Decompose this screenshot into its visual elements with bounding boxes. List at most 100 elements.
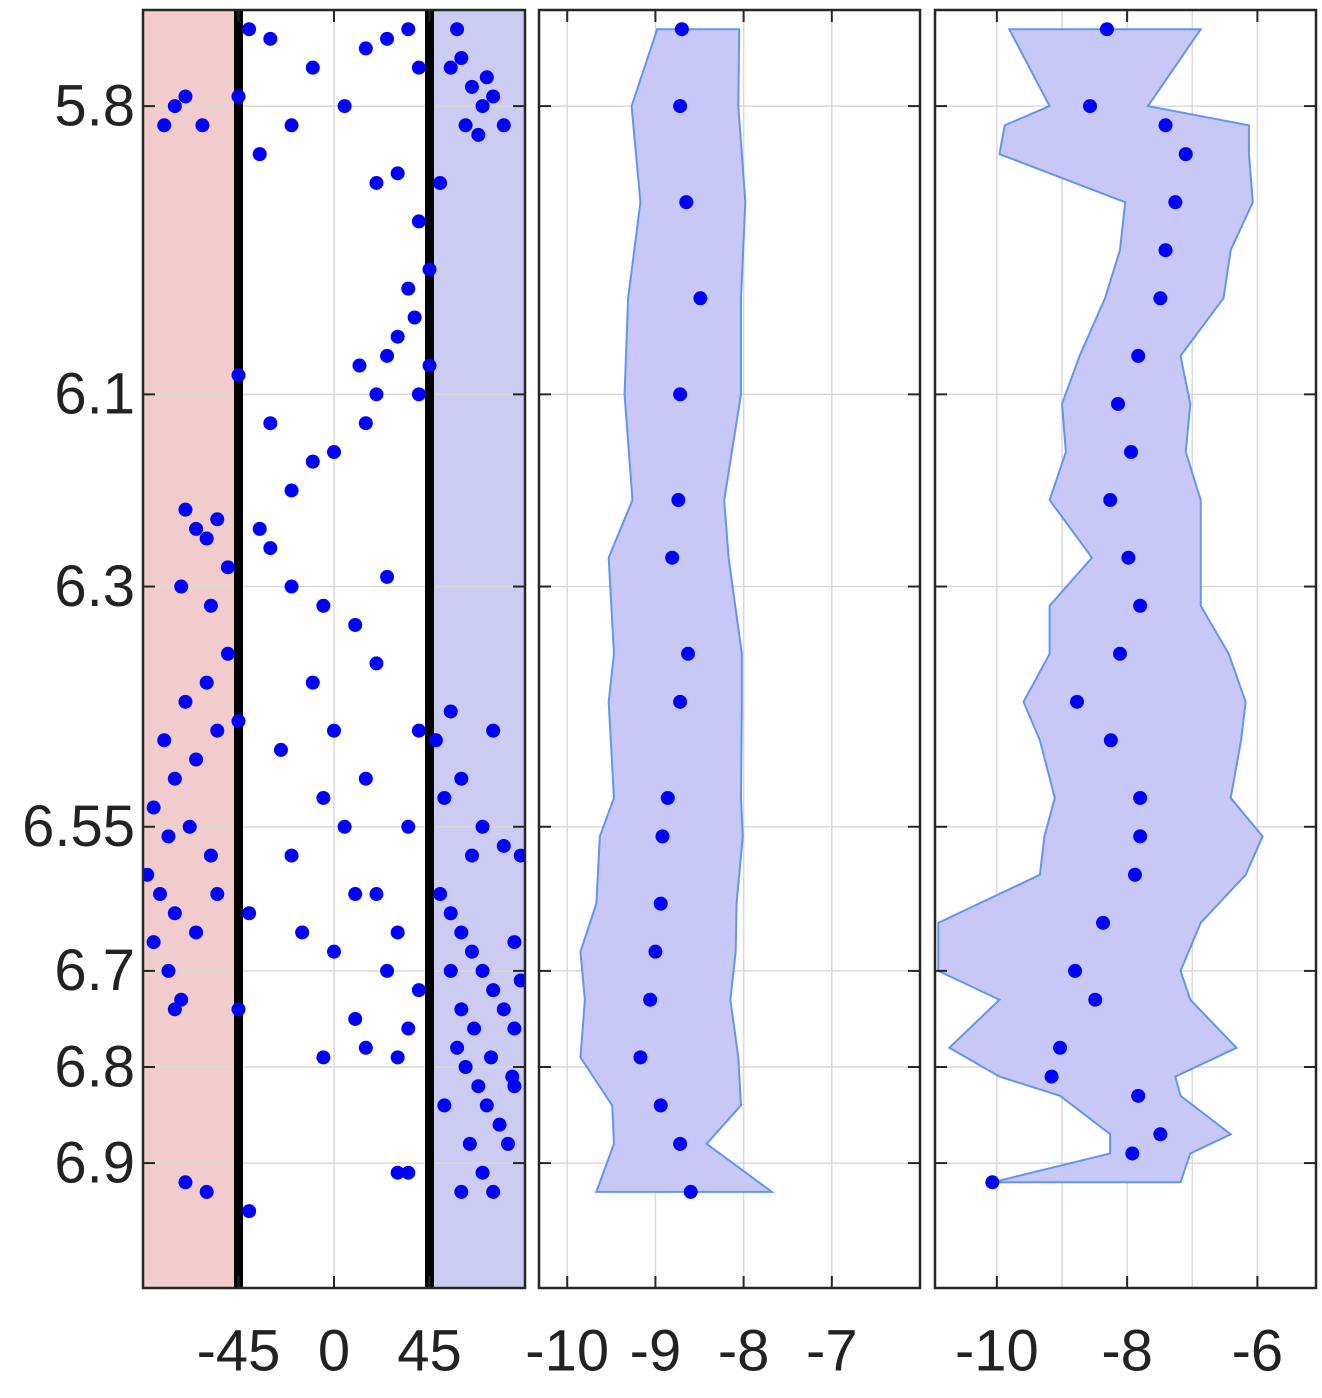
point: [501, 1136, 516, 1151]
y-tick-label: 6.1: [54, 362, 135, 427]
point: [443, 906, 458, 921]
point: [401, 819, 416, 834]
y-tick-label: 6.9: [54, 1130, 135, 1195]
point: [653, 1098, 668, 1113]
point: [411, 983, 426, 998]
point: [178, 694, 193, 709]
point: [143, 867, 155, 882]
point: [263, 416, 278, 431]
point: [428, 733, 443, 748]
point: [1158, 243, 1173, 258]
y-tick-label: 5.8: [54, 73, 135, 138]
point: [195, 118, 210, 133]
point: [679, 195, 694, 210]
point: [369, 656, 384, 671]
point: [369, 387, 384, 402]
point: [454, 1184, 469, 1199]
point: [390, 166, 405, 181]
band: [579, 28, 775, 1193]
point: [673, 99, 688, 114]
point: [496, 1002, 511, 1017]
point: [161, 829, 176, 844]
x-tick-label: -8: [718, 1318, 770, 1383]
point: [146, 935, 161, 950]
point: [161, 963, 176, 978]
point: [673, 387, 688, 402]
point: [220, 646, 235, 661]
point: [486, 89, 501, 104]
point: [252, 147, 267, 162]
point: [380, 569, 395, 584]
point: [327, 445, 341, 460]
point: [231, 89, 246, 104]
panel: [935, 10, 1316, 1288]
axes-frame: [933, 8, 1318, 1290]
point: [348, 1011, 363, 1026]
x-tick-label: -10: [525, 1318, 609, 1383]
point: [681, 646, 696, 661]
point: [401, 22, 416, 37]
point: [1133, 790, 1148, 805]
point: [231, 714, 246, 729]
point: [1121, 550, 1136, 565]
point: [479, 70, 494, 85]
point: [1153, 291, 1168, 306]
point: [284, 483, 299, 498]
point: [1133, 829, 1148, 844]
point: [352, 358, 367, 373]
point: [464, 848, 479, 863]
point: [443, 60, 458, 75]
point: [210, 887, 225, 902]
point: [182, 819, 197, 834]
point: [305, 60, 320, 75]
point: [199, 675, 214, 690]
point: [411, 60, 426, 75]
point: [673, 1136, 688, 1151]
point: [443, 704, 458, 719]
point: [496, 118, 511, 133]
point: [475, 819, 490, 834]
point: [1103, 733, 1118, 748]
point: [390, 329, 405, 344]
point: [203, 598, 218, 613]
point: [327, 723, 341, 738]
point: [665, 550, 680, 565]
point: [1158, 118, 1173, 133]
point: [167, 771, 182, 786]
point: [433, 175, 448, 190]
point: [411, 723, 426, 738]
point: [358, 771, 373, 786]
point: [1112, 646, 1127, 661]
x-tick-label: 45: [397, 1318, 462, 1383]
point: [348, 887, 363, 902]
point: [1133, 598, 1148, 613]
point: [496, 838, 511, 853]
point: [1103, 493, 1118, 508]
point: [683, 1184, 698, 1199]
point: [1069, 694, 1084, 709]
point: [454, 925, 469, 940]
point: [231, 368, 246, 383]
point: [513, 848, 525, 863]
point: [178, 1175, 193, 1190]
point: [458, 1059, 473, 1074]
point: [1153, 1127, 1168, 1142]
point: [985, 1175, 1000, 1190]
point: [407, 310, 422, 325]
point: [380, 348, 395, 363]
point: [242, 906, 257, 921]
point: [422, 358, 437, 373]
point: [189, 752, 204, 767]
point: [507, 1021, 522, 1036]
point: [1044, 1069, 1059, 1084]
axes-frame: [537, 8, 922, 1290]
point: [189, 521, 204, 536]
point: [167, 99, 182, 114]
point: [284, 118, 299, 133]
x-tick-label: -9: [630, 1318, 682, 1383]
x-tick-label: -7: [806, 1318, 858, 1383]
point: [1127, 867, 1142, 882]
point: [693, 291, 708, 306]
point: [167, 1002, 182, 1017]
